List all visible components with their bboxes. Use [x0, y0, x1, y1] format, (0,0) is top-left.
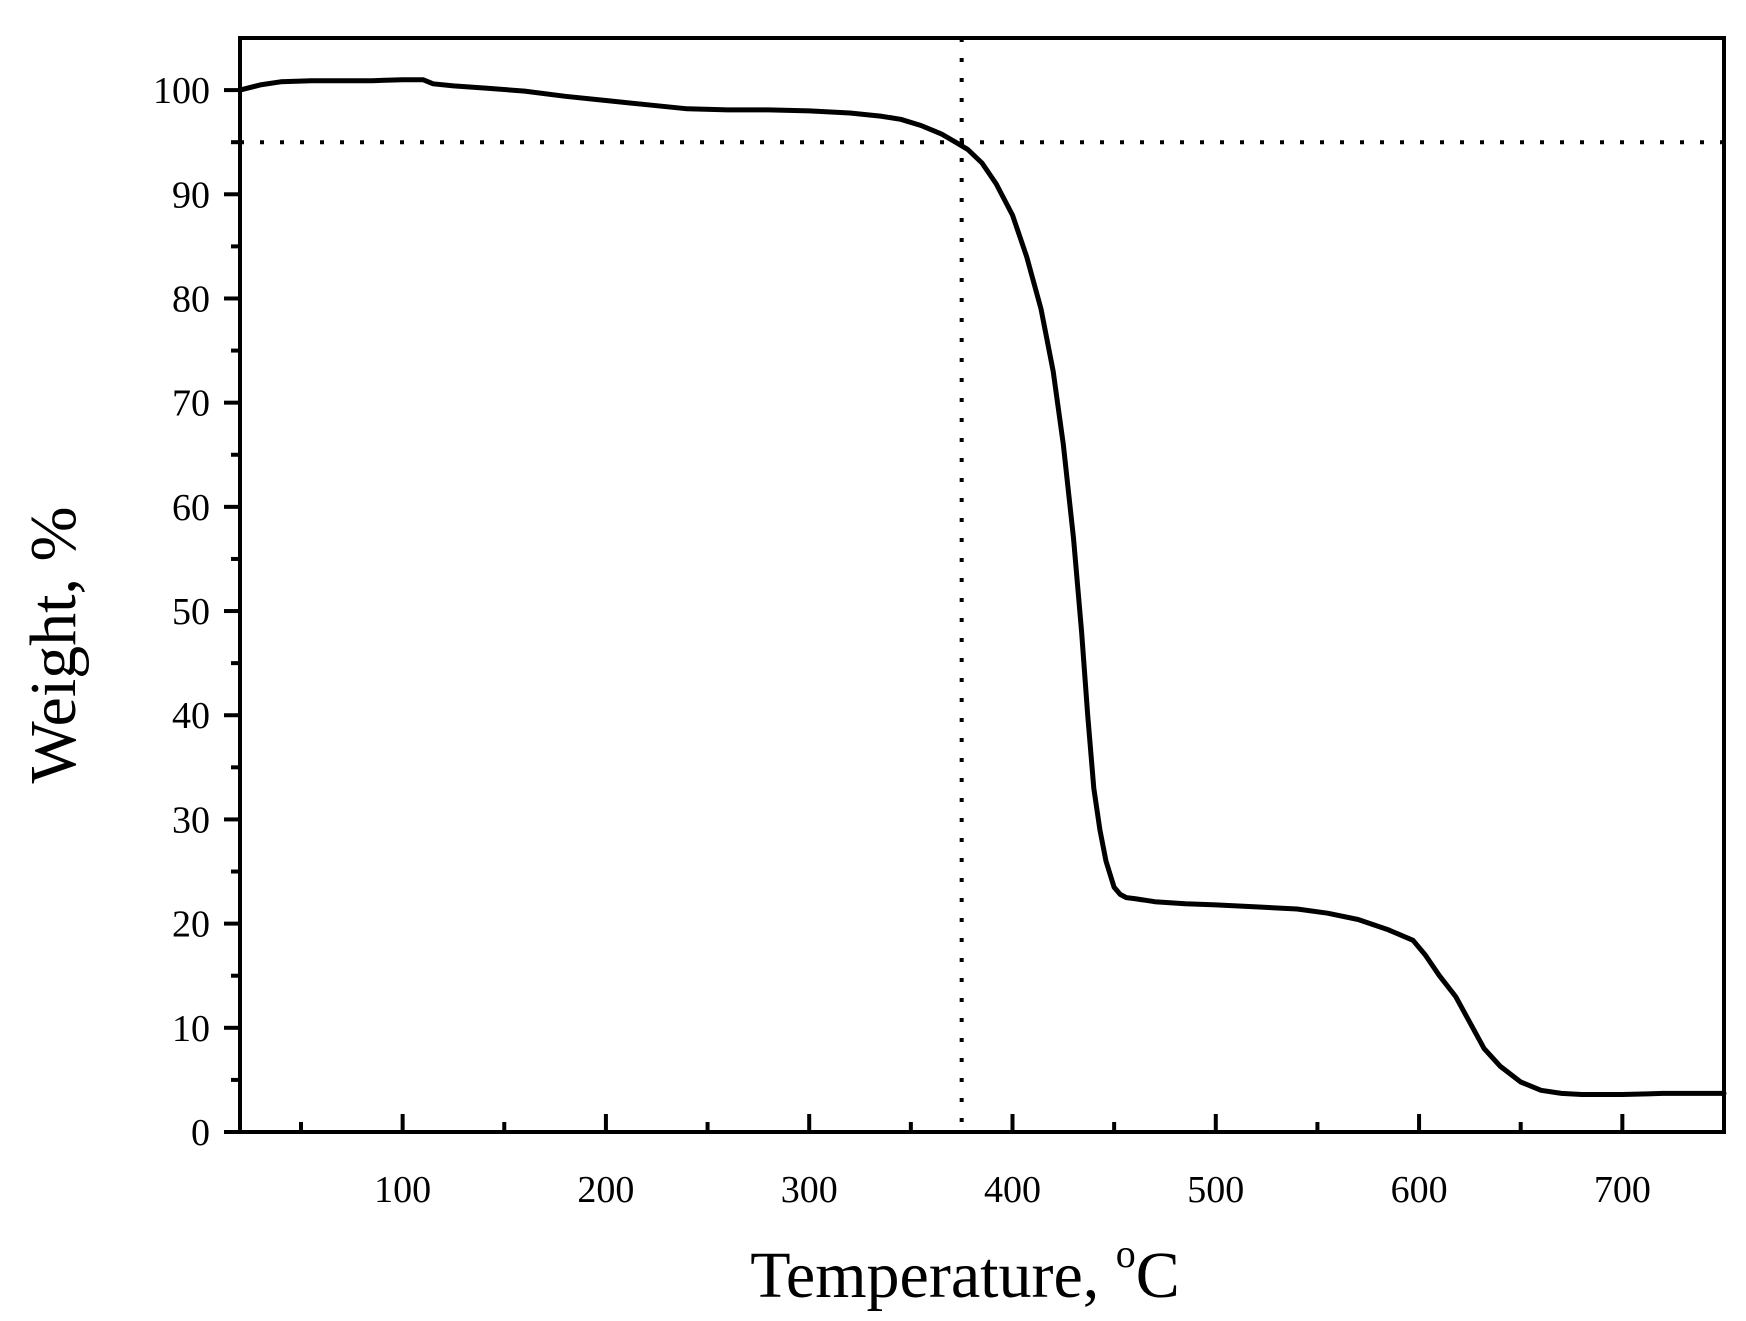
- x-tick-labels: 100 200 300 400 500 600 700: [374, 1169, 1651, 1211]
- x-axis-title-unit: C: [1136, 1239, 1180, 1312]
- x-tick-label: 400: [984, 1169, 1041, 1211]
- x-tick-label: 200: [577, 1169, 634, 1211]
- y-tick-label: 60: [172, 487, 210, 529]
- x-tick-label: 600: [1391, 1169, 1448, 1211]
- y-tick-label: 50: [172, 591, 210, 633]
- y-tick-label: 80: [172, 278, 210, 320]
- y-tick-label: 40: [172, 695, 210, 737]
- x-axis-title-degree: o: [1116, 1231, 1136, 1276]
- plot-frame: [238, 36, 1726, 1134]
- y-tick-label: 70: [172, 383, 210, 425]
- x-tick-label: 100: [374, 1169, 431, 1211]
- x-tick-label: 700: [1594, 1169, 1651, 1211]
- y-tick-label: 10: [172, 1008, 210, 1050]
- x-tick-label: 300: [781, 1169, 838, 1211]
- y-tick-label: 20: [172, 904, 210, 946]
- weight-curve: [237, 77, 1727, 1097]
- x-axis-title-main: Temperature,: [750, 1239, 1116, 1312]
- data-lines: [237, 77, 1727, 1097]
- y-tick-labels: 0 10 20 30 40 50 60 70 80 90 100: [153, 70, 210, 1154]
- reference-lines: [240, 38, 1724, 1132]
- y-axis-title: Weight, %: [17, 507, 90, 784]
- y-tick-label: 30: [172, 799, 210, 841]
- x-tick-label: 500: [1187, 1169, 1244, 1211]
- y-tick-label: 100: [153, 70, 210, 112]
- y-tick-label: 0: [191, 1112, 210, 1154]
- axis-ticks: [224, 88, 1726, 1134]
- y-tick-label: 90: [172, 174, 210, 216]
- x-axis-title: Temperature, oC: [750, 1231, 1180, 1312]
